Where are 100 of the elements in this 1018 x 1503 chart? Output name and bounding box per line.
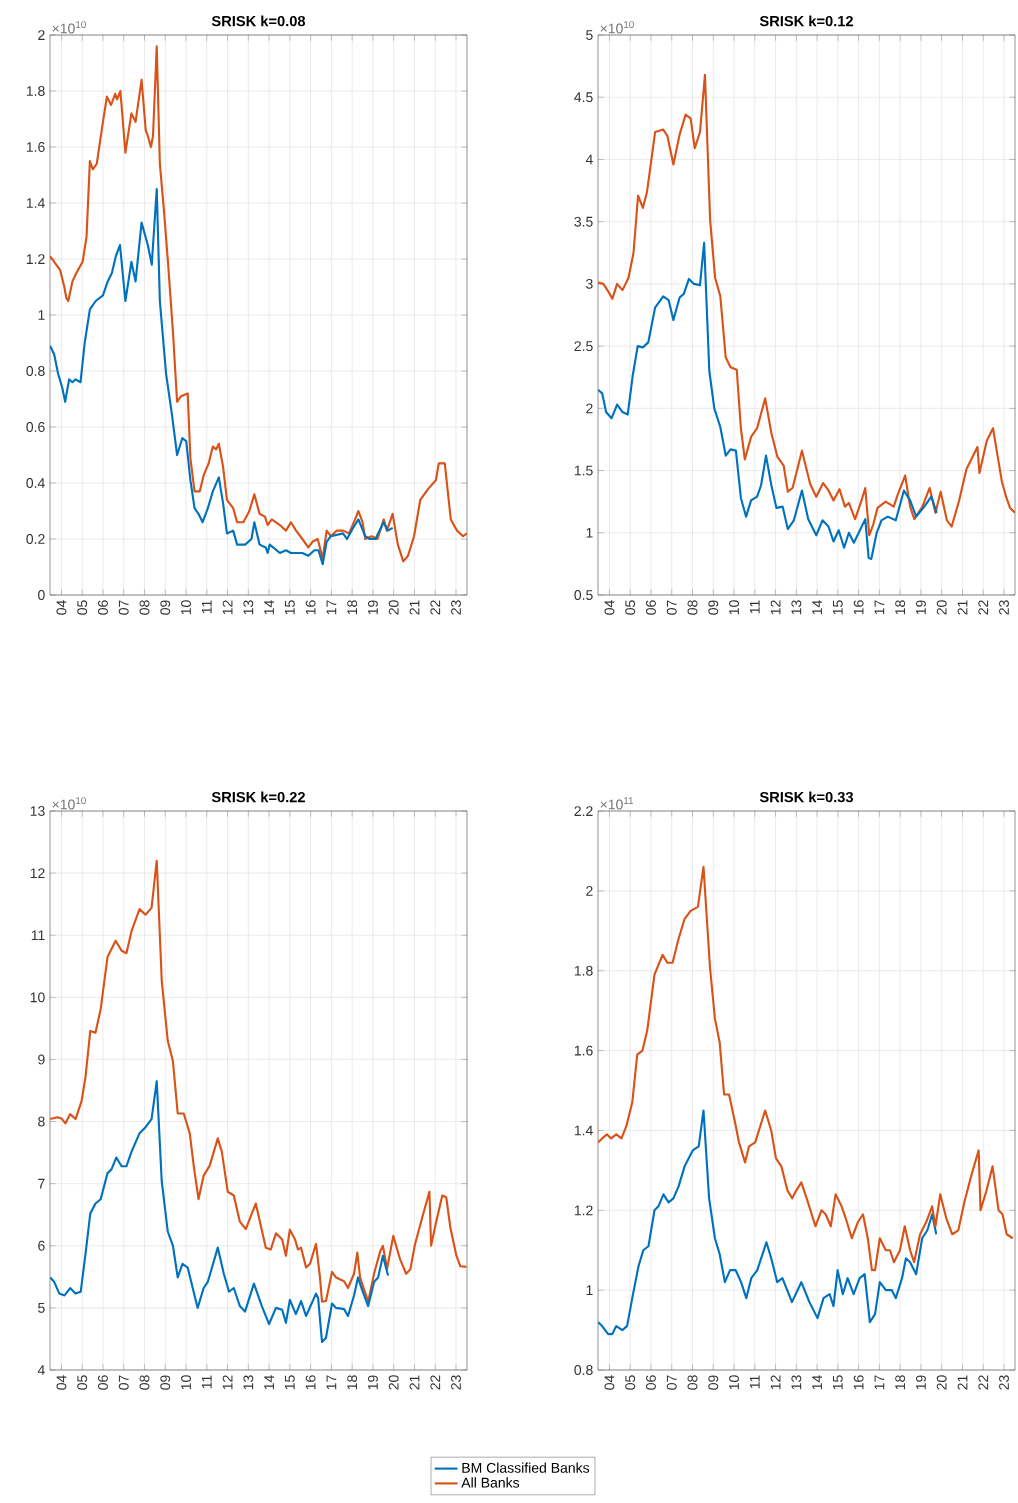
line-series	[598, 241, 938, 560]
x-tick-label: 04	[604, 1375, 615, 1390]
x-tick-label: 11	[749, 600, 760, 614]
y-tick-label: 4.5	[574, 92, 593, 103]
x-tick-label: 19	[915, 600, 926, 615]
y-tick-label: 5	[586, 30, 593, 40]
line-series	[598, 865, 1014, 1272]
x-tick-label: 09	[160, 1375, 171, 1390]
y-tick-label: 1.6	[574, 1045, 593, 1056]
text: ×10$^{11}$	[600, 797, 634, 810]
y-tick-label: 2	[586, 403, 593, 414]
y-tick-label: 0.8	[26, 366, 45, 376]
x-tick-label: 15	[284, 600, 295, 615]
x-tick-label: 10	[181, 600, 191, 615]
chart-title: SRISK k=0.22	[211, 791, 305, 803]
y-tick-label: 0.4	[26, 478, 45, 488]
x-tick-label: 16	[305, 1375, 316, 1390]
x-tick-label: 22	[978, 600, 989, 615]
x-tick-label: 23	[999, 600, 1009, 615]
line-series	[50, 1080, 390, 1344]
x-tick-label: 13	[243, 600, 254, 615]
y-tick-label: 3.5	[574, 216, 593, 227]
x-tick-label: 18	[895, 1375, 906, 1390]
x-tick-label: 06	[646, 600, 656, 615]
x-tick-label: 12	[770, 1375, 781, 1390]
chart-title: SRISK k=0.08	[211, 15, 306, 27]
x-tick-label: 10	[729, 1375, 739, 1390]
x-tick-label: 05	[625, 600, 636, 615]
x-tick-label: 05	[77, 1375, 88, 1390]
x-tick-label: 16	[305, 600, 316, 615]
x-tick-label: 09	[708, 600, 719, 615]
y-tick-label: 2.2	[574, 806, 593, 816]
y-tick-label: 10	[30, 992, 45, 1003]
x-tick-label: 08	[687, 600, 698, 615]
x-tick-label: 06	[646, 1375, 656, 1390]
x-tick-label: 06	[98, 600, 108, 615]
line-series	[598, 73, 1016, 537]
y-tick-label: 1.4	[574, 1125, 593, 1136]
x-tick-label: 07	[666, 1375, 677, 1390]
x-tick-label: 20	[936, 600, 947, 615]
y-tick-label: 1.4	[26, 198, 45, 208]
x-tick-label: 22	[430, 600, 441, 615]
x-tick-label: 15	[284, 1375, 295, 1390]
x-tick-label: 17	[326, 1375, 337, 1390]
x-tick-label: 20	[936, 1375, 947, 1390]
y-tick-label: 11	[31, 930, 45, 941]
y-tick-label: 6	[38, 1240, 45, 1251]
x-tick-label: 17	[874, 1375, 885, 1390]
y-tick-label: 13	[30, 806, 45, 816]
x-tick-label: 19	[915, 1375, 926, 1390]
x-tick-label: 14	[264, 1375, 274, 1390]
line-series	[598, 1109, 938, 1336]
y-tick-label: 0.6	[26, 422, 45, 432]
y-tick-label: 1.8	[574, 965, 593, 976]
y-tick-label: 1.5	[574, 465, 593, 476]
x-tick-label: 21	[957, 1375, 968, 1390]
y-tick-label: 0.8	[574, 1365, 593, 1375]
y-tick-label: 1	[586, 1285, 593, 1295]
x-tick-label: 15	[832, 600, 843, 615]
x-tick-label: 13	[791, 1375, 802, 1390]
y-tick-label: 3	[586, 278, 593, 289]
y-tick-label: 1.2	[26, 254, 45, 264]
line-series	[50, 859, 467, 1303]
chart-title: SRISK k=0.33	[759, 791, 854, 803]
x-tick-label: 13	[791, 600, 802, 615]
x-tick-label: 14	[812, 600, 822, 615]
y-tick-label: 1.2	[574, 1205, 593, 1216]
x-tick-label: 07	[666, 600, 677, 615]
x-tick-label: 20	[388, 600, 399, 615]
x-tick-label: 10	[729, 600, 739, 615]
y-tick-label: 2	[38, 30, 45, 40]
x-tick-label: 11	[201, 600, 212, 614]
x-tick-label: 04	[604, 600, 615, 615]
x-tick-label: 21	[409, 600, 420, 615]
x-tick-label: 20	[388, 1375, 399, 1390]
x-tick-label: 12	[770, 600, 781, 615]
y-tick-label: 0	[38, 590, 45, 600]
text: ×10$^{10}$	[600, 21, 634, 34]
y-tick-label: 5	[38, 1303, 45, 1313]
y-tick-label: 7	[38, 1178, 45, 1189]
x-tick-label: 08	[139, 1375, 150, 1390]
x-tick-label: 18	[347, 1375, 358, 1390]
x-tick-label: 06	[98, 1375, 108, 1390]
y-tick-label: 1.8	[26, 86, 45, 96]
x-tick-label: 14	[264, 600, 274, 615]
y-tick-label: 2.5	[574, 341, 593, 352]
y-tick-label: 1	[38, 310, 45, 320]
x-tick-label: 11	[201, 1375, 212, 1389]
x-tick-label: 04	[56, 1375, 67, 1390]
x-tick-label: 09	[708, 1375, 719, 1390]
x-tick-label: 08	[687, 1375, 698, 1390]
x-tick-label: 12	[222, 600, 233, 615]
y-tick-label: 0.2	[26, 534, 45, 544]
x-tick-label: 17	[326, 600, 337, 615]
y-tick-label: 0.5	[574, 590, 593, 600]
x-tick-label: 05	[625, 1375, 636, 1390]
text: ×10$^{10}$	[52, 21, 86, 34]
y-tick-label: 8	[38, 1116, 45, 1127]
line-series	[50, 187, 394, 566]
line-series	[50, 45, 467, 563]
